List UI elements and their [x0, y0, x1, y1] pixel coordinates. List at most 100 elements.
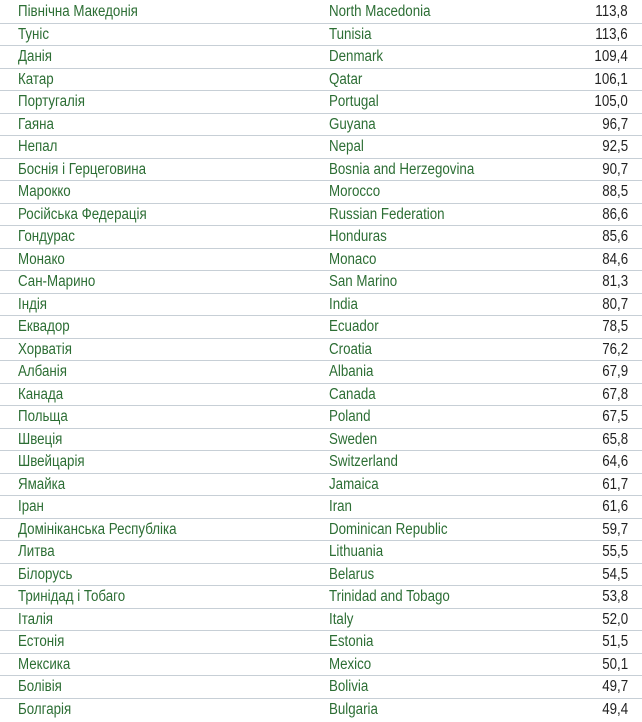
country-name-ua: Хорватія: [18, 340, 72, 358]
country-name-en: Switzerland: [329, 453, 398, 470]
table-row: Тринідад і Тобаго Trinidad and Tobago 53…: [0, 586, 642, 609]
country-name-ua: Еквадор: [18, 318, 70, 335]
country-value: 106,1: [594, 70, 628, 88]
country-name-ua: Іран: [18, 498, 44, 515]
country-name-en: Jamaica: [329, 475, 379, 493]
table-row: Домініканська Республіка Dominican Repub…: [0, 519, 642, 541]
country-name-en: Belarus: [329, 565, 375, 583]
country-value: 109,4: [594, 48, 628, 65]
table-row: Болівія Bolivia 49,7: [0, 676, 642, 699]
country-value: 105,0: [594, 93, 628, 110]
country-value: 113,8: [595, 3, 628, 20]
country-value: 61,7: [602, 475, 628, 493]
country-name-en: Croatia: [329, 340, 372, 358]
country-name-ua: Туніс: [18, 25, 50, 43]
country-name-ua: Польща: [18, 408, 68, 425]
country-value: 67,9: [602, 363, 628, 380]
table-row: Албанія Albania 67,9: [0, 361, 642, 384]
country-name-en: Bulgaria: [329, 700, 378, 718]
country-name-en: Monaco: [329, 250, 377, 268]
country-name-ua: Гаяна: [18, 115, 54, 133]
country-value: 49,4: [602, 700, 628, 718]
table-row: Канада Canada 67,8: [0, 384, 642, 406]
country-name-en: Dominican Republic: [329, 520, 448, 538]
table-row: Мексика Mexico 50,1: [0, 654, 642, 676]
country-name-ua: Марокко: [18, 183, 71, 200]
table-row: Швейцарія Switzerland 64,6: [0, 451, 642, 474]
country-name-ua: Португалія: [18, 93, 85, 110]
country-name-en: North Macedonia: [329, 3, 431, 20]
country-value: 51,5: [602, 633, 628, 650]
table-row: Боснія і Герцеговина Bosnia and Herzegov…: [0, 159, 642, 181]
table-row: Туніс Tunisia 113,6: [0, 24, 642, 46]
table-row: Естонія Estonia 51,5: [0, 631, 642, 654]
country-name-ua: Гондурас: [18, 228, 75, 245]
country-value: 64,6: [602, 453, 628, 470]
country-name-ua: Литва: [18, 543, 55, 560]
country-value: 55,5: [602, 543, 628, 560]
table-row: Гондурас Honduras 85,6: [0, 226, 642, 249]
country-value: 76,2: [602, 340, 628, 358]
table-row: Португалія Portugal 105,0: [0, 91, 642, 114]
country-value: 88,5: [602, 183, 628, 200]
country-name-en: Mexico: [329, 655, 372, 673]
country-name-en: Sweden: [329, 430, 378, 448]
table-row: Гаяна Guyana 96,7: [0, 114, 642, 136]
country-name-ua: Білорусь: [18, 565, 73, 583]
country-name-en: Qatar: [329, 70, 363, 88]
country-value: 67,5: [602, 408, 628, 425]
table-row: Індія India 80,7: [0, 294, 642, 316]
table-row: Марокко Morocco 88,5: [0, 181, 642, 204]
country-name-ua: Болівія: [18, 678, 62, 695]
country-name-ua: Албанія: [18, 363, 67, 380]
table-row: Білорусь Belarus 54,5: [0, 564, 642, 586]
country-name-en: Morocco: [329, 183, 381, 200]
country-name-en: India: [329, 295, 358, 313]
table-row: Польща Poland 67,5: [0, 406, 642, 429]
country-name-en: Iran: [329, 498, 352, 515]
table-row: Північна Македонія North Macedonia 113,8: [0, 1, 642, 24]
table-row: Непал Nepal 92,5: [0, 136, 642, 159]
table-row: Катар Qatar 106,1: [0, 69, 642, 91]
country-name-ua: Катар: [18, 70, 54, 88]
table-row: Монако Monaco 84,6: [0, 249, 642, 271]
country-name-en: Portugal: [329, 93, 379, 110]
country-name-en: San Marino: [329, 273, 398, 290]
table-row: Болгарія Bulgaria 49,4: [0, 699, 642, 722]
country-value: 52,0: [602, 610, 628, 628]
table-row: Швеція Sweden 65,8: [0, 429, 642, 451]
country-name-en: Tunisia: [329, 25, 372, 43]
country-name-en: Nepal: [329, 138, 364, 155]
table-row: Іран Iran 61,6: [0, 496, 642, 519]
country-value: 85,6: [602, 228, 628, 245]
country-value: 50,1: [602, 655, 628, 673]
country-value: 84,6: [602, 250, 628, 268]
country-value: 78,5: [602, 318, 628, 335]
country-name-ua: Італія: [18, 610, 54, 628]
table-row: Ямайка Jamaica 61,7: [0, 474, 642, 496]
country-name-en: Poland: [329, 408, 371, 425]
country-name-ua: Тринідад і Тобаго: [18, 588, 126, 605]
table-row: Хорватія Croatia 76,2: [0, 339, 642, 361]
country-name-ua: Російська Федерація: [18, 205, 147, 223]
country-name-en: Bosnia and Herzegovina: [329, 160, 475, 178]
country-name-ua: Швейцарія: [18, 453, 85, 470]
country-name-ua: Домініканська Республіка: [18, 520, 177, 538]
country-name-ua: Болгарія: [18, 700, 72, 718]
country-name-en: Denmark: [329, 48, 384, 65]
country-name-ua: Сан-Марино: [18, 273, 96, 290]
table-row: Еквадор Ecuador 78,5: [0, 316, 642, 339]
country-name-ua: Індія: [18, 295, 48, 313]
country-name-en: Ecuador: [329, 318, 379, 335]
country-value: 61,6: [602, 498, 628, 515]
country-value: 92,5: [602, 138, 628, 155]
table-row: Сан-Марино San Marino 81,3: [0, 271, 642, 294]
country-name-en: Estonia: [329, 633, 374, 650]
country-value: 113,6: [595, 25, 628, 43]
country-name-en: Canada: [329, 385, 376, 403]
country-name-ua: Канада: [18, 385, 64, 403]
country-value: 90,7: [602, 160, 628, 178]
country-value: 59,7: [602, 520, 628, 538]
country-name-en: Bolivia: [329, 678, 369, 695]
